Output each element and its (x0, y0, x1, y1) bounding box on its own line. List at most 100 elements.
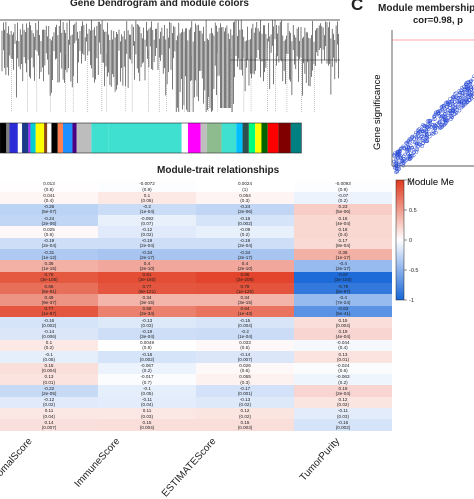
column-label-tumorpurity: TumorPurity (297, 436, 343, 484)
heatmap-cell: 0.49 (9e-37) (0, 294, 98, 306)
module-color-segment (236, 123, 243, 153)
cell-correlation: 0.36 (338, 249, 348, 255)
scatter-point (452, 112, 456, 117)
cell-correlation: 0.12 (240, 408, 250, 414)
heatmap-cell: -0.22 (2e-05) (0, 385, 98, 397)
module-color-segment (30, 123, 36, 153)
heatmap-row: 0.013 (0.8) -0.0072 (0.9) 0.0024 (1) -0.0093 (0… (0, 181, 392, 193)
cell-pvalue: (2e-04) (41, 243, 57, 249)
heatmap-cell: -0.16 (0.002) (294, 419, 392, 431)
heatmap-cell: -0.31 (1e-12) (0, 249, 98, 261)
heatmap-cell: 0.78 (1e-120) (196, 283, 294, 295)
heatmap-cell: -0.34 (2e-17) (98, 249, 196, 261)
cell-correlation: -0.017 (140, 374, 154, 380)
module-color-segment (248, 123, 256, 153)
cell-correlation: 0.58 (142, 306, 152, 312)
heatmap-cell: -0.14 (0.006) (0, 328, 98, 340)
cell-pvalue: (0.004) (237, 322, 253, 328)
cell-correlation: 0.77 (44, 306, 54, 312)
scatter-point (437, 108, 442, 113)
scatter-point (422, 128, 427, 133)
heatmap-cell: 0.76 (3e-105) (0, 271, 98, 284)
heatmap-row: -0.1 (0.05) -0.16 (0.002) -0.14 (0.007) 0.13 (0… (0, 351, 392, 363)
cell-pvalue: (0.9) (142, 345, 152, 351)
cell-correlation: 0.85 (240, 272, 250, 278)
scatter-point (469, 96, 474, 101)
cell-correlation: -0.16 (141, 351, 153, 357)
heatmap-row: -0.16 (0.002) -0.13 (0.03) -0.15 (0.004) 0.15(… (0, 317, 392, 329)
scatter-title: Module membership v (378, 3, 474, 14)
cell-pvalue: (0.02) (140, 232, 153, 238)
column-label-estimatescore: ESTIMATEScore (159, 436, 219, 499)
scatter-point (448, 109, 452, 114)
cell-correlation: -0.16 (239, 215, 251, 221)
module-color-segment (51, 123, 58, 153)
scatter-point (469, 79, 473, 83)
scatter-point (452, 92, 457, 96)
scatter-point (416, 141, 421, 145)
scatter-point (416, 130, 420, 135)
heatmap-row: 0.14 (0.007) 0.15 (0.004) 0.15 (0.003) -0.16 (0… (0, 419, 392, 431)
heatmap-cell: 0.054 (0.3) (196, 192, 294, 204)
cell-correlation: -0.87 (337, 272, 349, 278)
cell-pvalue: (2e-04) (335, 390, 351, 396)
cell-pvalue: (0.07) (140, 220, 153, 226)
heatmap-cell: -0.17 (0.001) (196, 385, 294, 397)
heatmap-cell: 0.013 (0.8) (0, 181, 98, 193)
scatter-point (425, 133, 429, 137)
module-color-segment (267, 123, 279, 153)
heatmap-cell: -0.16 (0.002) (0, 317, 98, 329)
cell-pvalue: (7e-24) (335, 300, 351, 306)
scatter-point (426, 123, 430, 127)
module-trait-heatmap: 0.013 (0.8) -0.0072 (0.9) 0.0024 (1) -0.0093 (0… (0, 181, 392, 431)
scatter-point (448, 109, 453, 113)
cell-pvalue: (6e-121) (138, 288, 156, 294)
heatmap-cell: -0.2 (1e-04) (98, 203, 196, 216)
cell-pvalue: (0.04) (42, 413, 55, 419)
heatmap-cell: -0.017 (0.7) (98, 373, 196, 386)
heatmap-cell: -0.4 (7e-24) (294, 294, 392, 306)
heatmap-row: 0.025 (0.6) -0.12 (0.02) -0.09 (0.2) 0.18 (0.4) (0, 226, 392, 238)
cell-pvalue: (0.05) (140, 198, 153, 204)
cell-pvalue: (0.3) (240, 379, 250, 385)
cell-pvalue: (0.05) (140, 390, 153, 396)
cell-correlation: -0.16 (43, 317, 55, 323)
cell-correlation: -0.13 (141, 317, 153, 323)
module-color-segment (278, 123, 291, 153)
cell-correlation: 0.19 (338, 385, 348, 391)
scatter-point (407, 154, 412, 159)
heatmap-cell: -0.0072 (0.9) (98, 181, 196, 193)
heatmap-cell: -0.4 (2e-17) (294, 260, 392, 272)
cell-pvalue: (0.004) (139, 424, 155, 430)
scatter-point (419, 127, 424, 132)
heatmap-cell: 0.026 (0.6) (196, 362, 294, 374)
heatmap-row: 0.15 (0.004) -0.067 (0.2) 0.026 (0.6) -0.024 (0… (0, 362, 392, 374)
cell-pvalue: (0.01) (336, 356, 349, 362)
heatmap-cell: -0.12 (0.02) (98, 226, 196, 238)
scatter-point (444, 121, 448, 126)
cell-correlation: -0.11 (337, 408, 349, 414)
scatter-point (461, 90, 465, 95)
cell-pvalue: (0.004) (41, 368, 57, 374)
cell-pvalue: (0.2) (338, 198, 348, 204)
module-color-segment (187, 123, 201, 153)
cell-correlation: 0.11 (44, 408, 54, 414)
cell-correlation: 0.15 (338, 317, 348, 323)
cell-correlation: 0.4 (241, 260, 249, 266)
scatter-point (438, 125, 442, 129)
module-color-segment (9, 123, 18, 153)
cell-pvalue: (0.9) (142, 186, 152, 192)
cell-correlation: -0.11 (141, 397, 153, 402)
heatmap-cell: -0.11 (0.04) (98, 396, 196, 408)
cell-pvalue: (0.01) (42, 379, 55, 385)
module-membership-scatter (391, 30, 474, 174)
scatter-point (392, 159, 396, 164)
heatmap-row: -0.31 (1e-12) -0.34 (2e-17) -0.34 (2e-17) 0.36… (0, 249, 392, 261)
cell-pvalue: (0.05) (42, 356, 55, 362)
heatmap-cell: 0.19 (4e-04) (294, 328, 392, 340)
cell-correlation: 0.033 (239, 340, 251, 346)
scatter-point (401, 160, 406, 165)
cell-correlation: -0.24 (239, 204, 251, 210)
cell-pvalue: (0.9) (338, 186, 348, 192)
cell-pvalue: (1e-12) (41, 254, 57, 260)
